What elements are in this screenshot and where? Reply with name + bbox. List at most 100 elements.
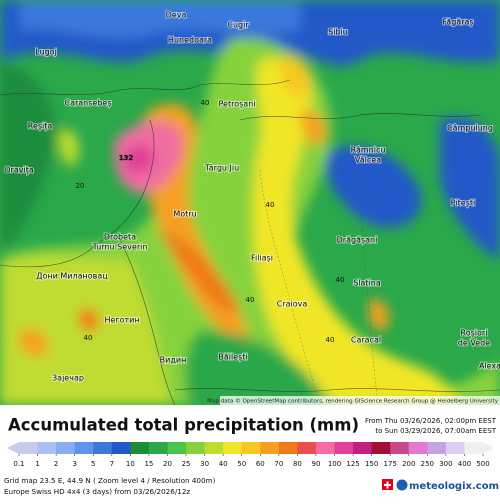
place-label: Petroșani bbox=[219, 100, 256, 110]
map-value: 40 bbox=[266, 201, 275, 209]
place-label: Неготин bbox=[104, 316, 139, 325]
legend-swatch bbox=[390, 442, 410, 454]
place-label: Roșiori bbox=[461, 329, 488, 339]
legend-swatch bbox=[111, 442, 131, 454]
place-label: Drobeta bbox=[104, 233, 136, 242]
legend-label: 7 bbox=[110, 460, 114, 468]
legend-label: 1 bbox=[35, 460, 39, 468]
map-values: 132 40 20 40 40 40 40 40 bbox=[76, 99, 345, 344]
legend-label: 50 bbox=[237, 460, 246, 468]
map-value: 40 bbox=[336, 276, 345, 284]
legend-swatch bbox=[148, 442, 168, 454]
legend-label: 250 bbox=[421, 460, 434, 468]
rivers bbox=[259, 169, 379, 405]
legend-label: 500 bbox=[476, 460, 489, 468]
borders bbox=[0, 79, 500, 405]
legend-swatch bbox=[56, 442, 76, 454]
legend-label: 60 bbox=[256, 460, 265, 468]
place-label: Drăgășani bbox=[337, 236, 378, 246]
legend-swatch bbox=[241, 442, 261, 454]
legend-swatch bbox=[408, 442, 428, 454]
legend-label: 70 bbox=[274, 460, 283, 468]
place-label: Reșița bbox=[28, 122, 53, 132]
legend-label: 5 bbox=[91, 460, 95, 468]
legend-swatch bbox=[37, 442, 57, 454]
legend-swatch bbox=[167, 442, 187, 454]
place-label: Дони Милановац bbox=[36, 272, 108, 281]
place-label: Băilești bbox=[218, 353, 247, 363]
legend-label: 3 bbox=[72, 460, 76, 468]
map-value: 40 bbox=[326, 336, 335, 344]
legend-label: 2 bbox=[54, 460, 58, 468]
place-label: Caransebeș bbox=[64, 99, 111, 109]
place-label: Видин bbox=[160, 356, 187, 365]
legend-label: 90 bbox=[311, 460, 320, 468]
grid-info: Grid map 23.5 E, 44.9 N ( Zoom level 4 /… bbox=[4, 476, 216, 485]
period-to: to Sun 03/29/2026, 07:00am EEST bbox=[375, 427, 496, 435]
legend-label: 40 bbox=[219, 460, 228, 468]
legend-swatch bbox=[297, 442, 317, 454]
place-label: Târgu Jiu bbox=[204, 164, 239, 173]
legend-swatch bbox=[445, 442, 465, 454]
legend-swatch bbox=[334, 442, 354, 454]
map-value: 20 bbox=[76, 182, 85, 190]
place-label: Oravița bbox=[4, 166, 34, 176]
map-value: 40 bbox=[84, 334, 93, 342]
place-label: Vâlcea bbox=[355, 156, 381, 165]
title: Accumulated total precipitation (mm) bbox=[8, 416, 359, 435]
place-labels: Deva Cugir Sibiu Făgăraș Lugoj Hunedoara Caran… bbox=[3, 10, 500, 384]
attribution: Map data © OpenStreetMap contributors, r… bbox=[207, 398, 499, 405]
legend-label: 20 bbox=[163, 460, 172, 468]
legend-swatch bbox=[464, 442, 484, 454]
legend: 0.1 1 2 3 5 7 10 15 20 25 30 40 50 60 70 80 90 100 125 150 1… bbox=[7, 442, 495, 468]
place-label: Făgăraș bbox=[442, 18, 473, 28]
place-label: Filiași bbox=[251, 254, 273, 264]
legend-swatch bbox=[278, 442, 298, 454]
legend-label: 80 bbox=[293, 460, 302, 468]
legend-label: 25 bbox=[182, 460, 191, 468]
legend-label: 300 bbox=[439, 460, 452, 468]
place-label: Hunedoara bbox=[168, 36, 212, 45]
place-label: Alexa bbox=[479, 362, 500, 371]
brand[interactable]: meteologix.com bbox=[409, 481, 499, 492]
legend-swatch bbox=[353, 442, 373, 454]
legend-swatch bbox=[74, 442, 94, 454]
legend-swatch bbox=[19, 442, 39, 454]
map-value: 132 bbox=[119, 154, 134, 162]
legend-swatch bbox=[204, 442, 224, 454]
place-label: Зајечар bbox=[52, 374, 84, 383]
place-label: Cugir bbox=[227, 21, 249, 30]
period-from: From Thu 03/26/2026, 02:00pm EEST bbox=[365, 417, 497, 425]
swiss-cross bbox=[384, 481, 391, 489]
legend-swatch bbox=[223, 442, 243, 454]
legend-label: 100 bbox=[328, 460, 341, 468]
legend-swatch bbox=[260, 442, 280, 454]
legend-label: 15 bbox=[144, 460, 153, 468]
legend-swatch bbox=[427, 442, 447, 454]
legend-swatch bbox=[315, 442, 336, 454]
place-label: Motru bbox=[173, 210, 196, 219]
legend-swatch bbox=[130, 442, 150, 454]
place-label: Caracal bbox=[351, 336, 381, 345]
legend-arrow-right bbox=[483, 442, 495, 454]
legend-label: 175 bbox=[384, 460, 397, 468]
legend-swatch bbox=[93, 442, 113, 454]
place-label: Lugoj bbox=[35, 48, 57, 57]
place-label: de Vede bbox=[458, 339, 490, 348]
legend-label: 125 bbox=[346, 460, 359, 468]
legend-label: 0.1 bbox=[13, 460, 24, 468]
map[interactable]: Map data © OpenStreetMap contributors, r… bbox=[0, 0, 500, 405]
place-label: Pitești bbox=[451, 199, 475, 209]
attribution-bg bbox=[220, 396, 500, 405]
place-label: Câmpulung bbox=[447, 124, 493, 133]
place-label: Râmnicu bbox=[351, 146, 386, 155]
map-value: 40 bbox=[246, 296, 255, 304]
legend-swatch bbox=[371, 442, 391, 454]
place-label: Deva bbox=[166, 11, 187, 20]
legend-label: 400 bbox=[458, 460, 471, 468]
place-label: Turnu Severin bbox=[92, 243, 148, 252]
legend-label: 150 bbox=[365, 460, 378, 468]
place-label: Craiova bbox=[277, 300, 308, 309]
precip-field bbox=[0, 0, 500, 405]
